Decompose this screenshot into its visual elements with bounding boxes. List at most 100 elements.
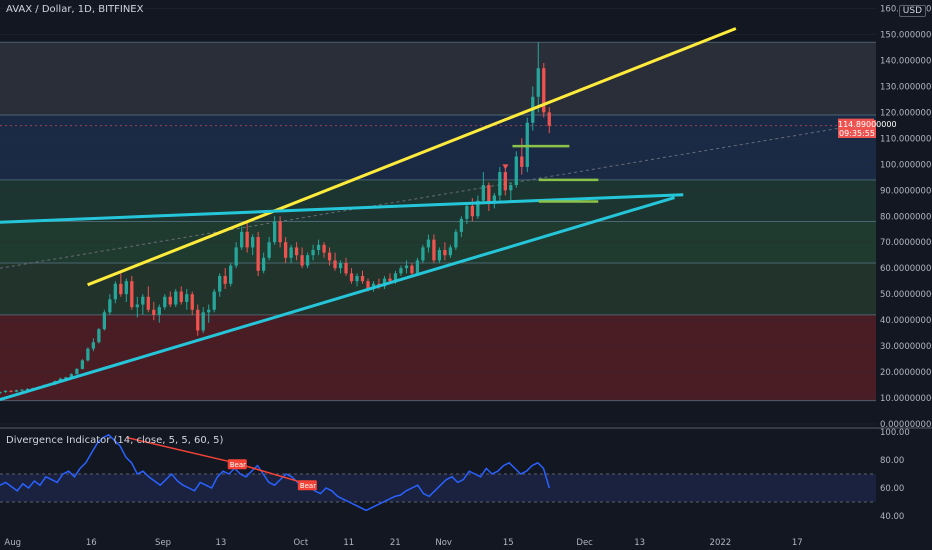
candle-14: [75, 368, 79, 375]
candle-95: [520, 156, 524, 167]
candle-45: [245, 231, 249, 248]
price-tick-13: 130.00000000: [880, 82, 932, 92]
candle-98: [536, 68, 540, 97]
time-tick-4: Oct: [293, 538, 308, 548]
candle-50: [272, 221, 277, 243]
candle-25: [135, 304, 139, 308]
price-tick-9: 90.00000000: [880, 186, 932, 196]
time-tick-10: 13: [634, 538, 645, 548]
candle-56: [305, 255, 310, 266]
time-tick-6: 21: [390, 538, 401, 548]
candle-31: [168, 296, 172, 305]
price-tick-1: 10.00000000: [880, 394, 932, 404]
candle-59: [322, 244, 326, 253]
candle-5: [25, 388, 30, 390]
time-tick-12: 17: [792, 538, 803, 548]
candle-74: [404, 265, 409, 269]
candle-29: [157, 307, 161, 315]
candle-60: [327, 252, 332, 261]
time-tick-3: 13: [215, 538, 226, 548]
upper-trendline: [87, 27, 737, 287]
candle-81: [443, 250, 447, 256]
candle-18: [97, 329, 101, 343]
candle-99: [542, 68, 546, 113]
time-tick-5: 11: [343, 538, 354, 548]
price-axis-bg: [876, 0, 932, 550]
time-tick-9: Dec: [576, 538, 593, 548]
candle-35: [190, 294, 194, 310]
candle-48: [261, 257, 266, 271]
time-tick-8: 15: [503, 538, 514, 548]
candle-38: [207, 309, 211, 313]
candle-17: [91, 342, 96, 349]
candle-89: [487, 185, 491, 204]
last-price-box: 114.89000000 09:35:55: [838, 120, 897, 138]
bear-divergence-1: [126, 436, 235, 464]
lower-trendline: [0, 196, 675, 402]
candle-94: [514, 156, 518, 186]
candle-78: [426, 239, 431, 248]
candle-42: [229, 265, 233, 284]
price-tick-10: 100.00000000: [880, 160, 932, 170]
price-tick-12: 120.00000000: [880, 108, 932, 118]
time-tick-2: Sep: [155, 538, 171, 548]
price-tick-7: 70.00000000: [880, 238, 932, 248]
candle-55: [300, 255, 304, 266]
candle-23: [124, 281, 128, 295]
indicator-tick-3: 40.00: [880, 512, 904, 522]
candle-16: [86, 348, 90, 361]
price-zone-3: [0, 179, 876, 222]
price-tick-5: 50.00000000: [880, 290, 932, 300]
candle-93: [509, 185, 513, 191]
candle-20: [108, 299, 112, 313]
signal-arrow: [502, 164, 509, 170]
candle-96: [525, 122, 529, 167]
candle-92: [503, 172, 507, 191]
price-tick-2: 20.00000000: [880, 368, 932, 378]
candle-62: [338, 262, 343, 269]
candle-91: [498, 172, 502, 196]
candle-39: [212, 291, 216, 310]
candle-52: [283, 242, 288, 258]
candle-30: [163, 296, 167, 308]
candle-4: [20, 389, 24, 391]
price-tick-15: 150.00000000: [880, 30, 932, 40]
candle-61: [333, 260, 337, 269]
candle-36: [196, 309, 200, 331]
horizontal-trendline: [0, 193, 684, 224]
candle-11: [58, 378, 63, 382]
candle-32: [174, 291, 178, 305]
price-zone-0: [0, 314, 876, 401]
candle-83: [454, 231, 458, 248]
candle-85: [465, 205, 469, 219]
candle-0: [0, 392, 2, 394]
candle-53: [289, 247, 293, 258]
time-tick-7: Nov: [435, 538, 452, 548]
candle-90: [492, 195, 496, 204]
candle-12: [64, 377, 68, 379]
candle-88: [481, 185, 485, 201]
price-tick-14: 140.00000000: [880, 56, 932, 66]
candle-1: [3, 390, 8, 393]
candle-51: [278, 221, 282, 243]
candle-22: [119, 283, 123, 295]
price-tick-3: 30.00000000: [880, 342, 932, 352]
candle-73: [399, 268, 403, 274]
price-zone-5: [0, 42, 876, 115]
candle-77: [421, 247, 425, 261]
candle-43: [234, 247, 238, 266]
indicator-label[interactable]: Divergence Indicator (14, close, 5, 5, 6…: [6, 435, 224, 446]
currency-selector[interactable]: USD: [898, 5, 926, 17]
candle-34: [185, 294, 189, 302]
candle-80: [437, 250, 442, 261]
candle-21: [113, 283, 117, 300]
candle-64: [349, 273, 354, 282]
candle-26: [141, 296, 145, 305]
candle-87: [476, 200, 480, 217]
bear-label-1: Bear: [300, 482, 316, 490]
symbol-title[interactable]: AVAX / Dollar, 1D, BITFINEX: [6, 4, 144, 15]
candle-84: [459, 218, 464, 232]
candle-70: [382, 278, 387, 287]
